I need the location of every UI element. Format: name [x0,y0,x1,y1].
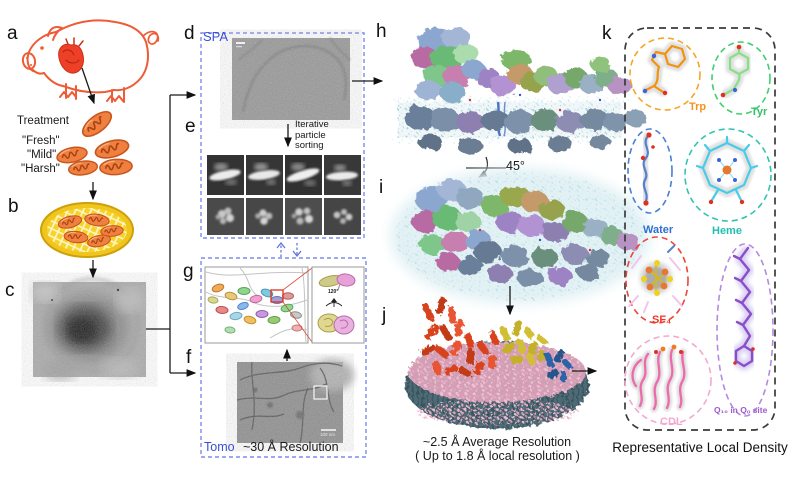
local-density-panel [624,27,776,431]
tomo-zoom-box [313,385,328,400]
tyr-density [720,44,753,99]
average-resolution-line1: ~2.5 Å Average Resolution [422,435,572,449]
spa-label: SPA [203,29,229,44]
scale-bar [321,429,336,431]
panel-e-label: e [185,116,196,137]
panel-g-label: g [183,261,194,282]
treatment-title: Treatment [17,115,69,127]
local-density-caption: Representative Local Density [612,440,788,455]
pig-illustration [21,19,160,103]
segmentation-inset [311,266,365,344]
sorting-step-line3: sorting [295,140,324,151]
scale-bar-label: 100 nm [320,432,336,437]
panel-a-label: a [7,23,18,44]
water-density [639,132,655,206]
q10-site-label: Q₁₀ in Qₒ site [714,405,768,415]
workflow-arrows [81,67,598,377]
rotation-120-label: 120° [328,289,339,295]
heme-density [695,135,759,205]
panel-f-label: f [186,347,192,368]
spa-micrograph [232,37,351,120]
rotation-45-label: 45° [506,159,525,173]
em-grid [40,202,134,258]
heart-icon [58,37,84,74]
panel-j-label: j [382,305,387,326]
panel-d-label: d [184,23,195,44]
blue-complex [544,349,573,382]
spa-tomo-exchange-arrows [276,242,302,257]
panel-k-label: k [602,23,612,44]
sf4-label: SF₄ [652,314,672,326]
red-complex [420,297,499,378]
panel-h-label: h [376,21,387,42]
tomo-micrograph [236,359,354,444]
spa-workflow-box [200,32,365,239]
iterative-particle-sorting-note: Iterative particle sorting [295,119,329,152]
treatment-condition-harsh: "Harsh" [21,163,60,175]
treatment-condition-fresh: "Fresh" [22,135,60,147]
cdl-density [629,344,688,413]
sorting-step-line1: Iterative [295,119,329,130]
2d-class-averages [207,155,361,235]
trp-label: Trp [689,101,707,113]
trp-density [641,41,690,97]
cdl-label: CDL [660,416,683,428]
supercomplex-tilted-view [390,168,650,304]
treatment-condition-mild: "Mild" [27,149,57,161]
complex-iii-nanodisc [405,297,589,429]
tomo-resolution-text: ~30 Å Resolution [243,440,339,454]
panel-b-label: b [8,196,19,217]
panel-i-label: i [379,177,384,198]
em-image-mitochondrion [31,278,146,380]
water-label: Water [643,224,674,236]
sorting-step-line2: particle [295,129,326,141]
panel-c-label: c [5,280,15,301]
average-resolution-line2: ( Up to 1.8 Å local resolution ) [415,449,580,463]
tomo-label: Tomo [204,440,235,454]
sf4-density [628,245,683,313]
yellow-complex [499,320,548,365]
tyr-label: Tyr [751,106,768,118]
q10-density [731,245,757,371]
supercomplex-side-view [392,27,646,154]
zoom-region-box [270,289,284,303]
tomogram-segmentation [204,266,365,344]
heme-label: Heme [712,225,742,237]
